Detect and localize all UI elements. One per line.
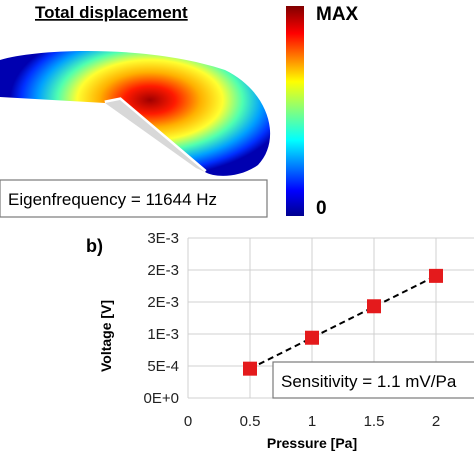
x-tick-label: 1: [308, 413, 316, 430]
data-point: [429, 268, 443, 283]
data-point: [243, 361, 257, 376]
sensitivity-box: [272, 361, 474, 399]
panel-a-title: Total displacement: [35, 3, 188, 22]
y-tick-labels: 0E+0 5E-4 1E-3 2E-3 2E-3 3E-3: [144, 230, 179, 407]
x-tick-label: 0.5: [240, 413, 261, 430]
eigenfrequency-label: Eigenfrequency = 11644 Hz: [8, 190, 217, 209]
y-tick-label: 1E-3: [147, 326, 179, 343]
y-tick-label: 2E-3: [147, 262, 179, 279]
x-tick-label: 2: [432, 413, 440, 430]
membrane-cut-face: [105, 100, 205, 172]
panel-b-label: b): [86, 236, 103, 256]
y-tick-label: 5E-4: [147, 358, 179, 375]
sensitivity-annotation: Sensitivity = 1.1 mV/Pa: [281, 372, 457, 391]
x-tick-label: 0: [184, 413, 192, 430]
x-tick-labels: 0 0.5 1 1.5 2: [184, 413, 440, 430]
colorbar: [286, 6, 304, 216]
data-point: [367, 299, 381, 314]
y-tick-label: 2E-3: [147, 294, 179, 311]
y-tick-label: 0E+0: [144, 390, 179, 407]
voltage-chart: b) 0 0.5 1 1.5 2 0E+0 5E-4 1E-3 2E-3 2E-3 3E-3 Se…: [86, 230, 474, 451]
displacement-panel: Total displacement MAX 0 Eigenfrequency …: [0, 3, 359, 219]
data-markers: [243, 268, 443, 376]
eigenfrequency-box: [0, 179, 268, 218]
colorbar-max-label: MAX: [316, 4, 359, 25]
trend-line: [249, 274, 437, 370]
x-tick-label: 1.5: [364, 413, 385, 430]
y-axis-title: Voltage [V]: [98, 300, 114, 372]
y-tick-label: 3E-3: [147, 230, 179, 247]
displacement-membrane: [0, 50, 271, 176]
data-point: [305, 330, 319, 345]
grid-lines: [187, 237, 474, 399]
x-axis-title: Pressure [Pa]: [267, 435, 357, 451]
colorbar-min-label: 0: [316, 198, 327, 219]
